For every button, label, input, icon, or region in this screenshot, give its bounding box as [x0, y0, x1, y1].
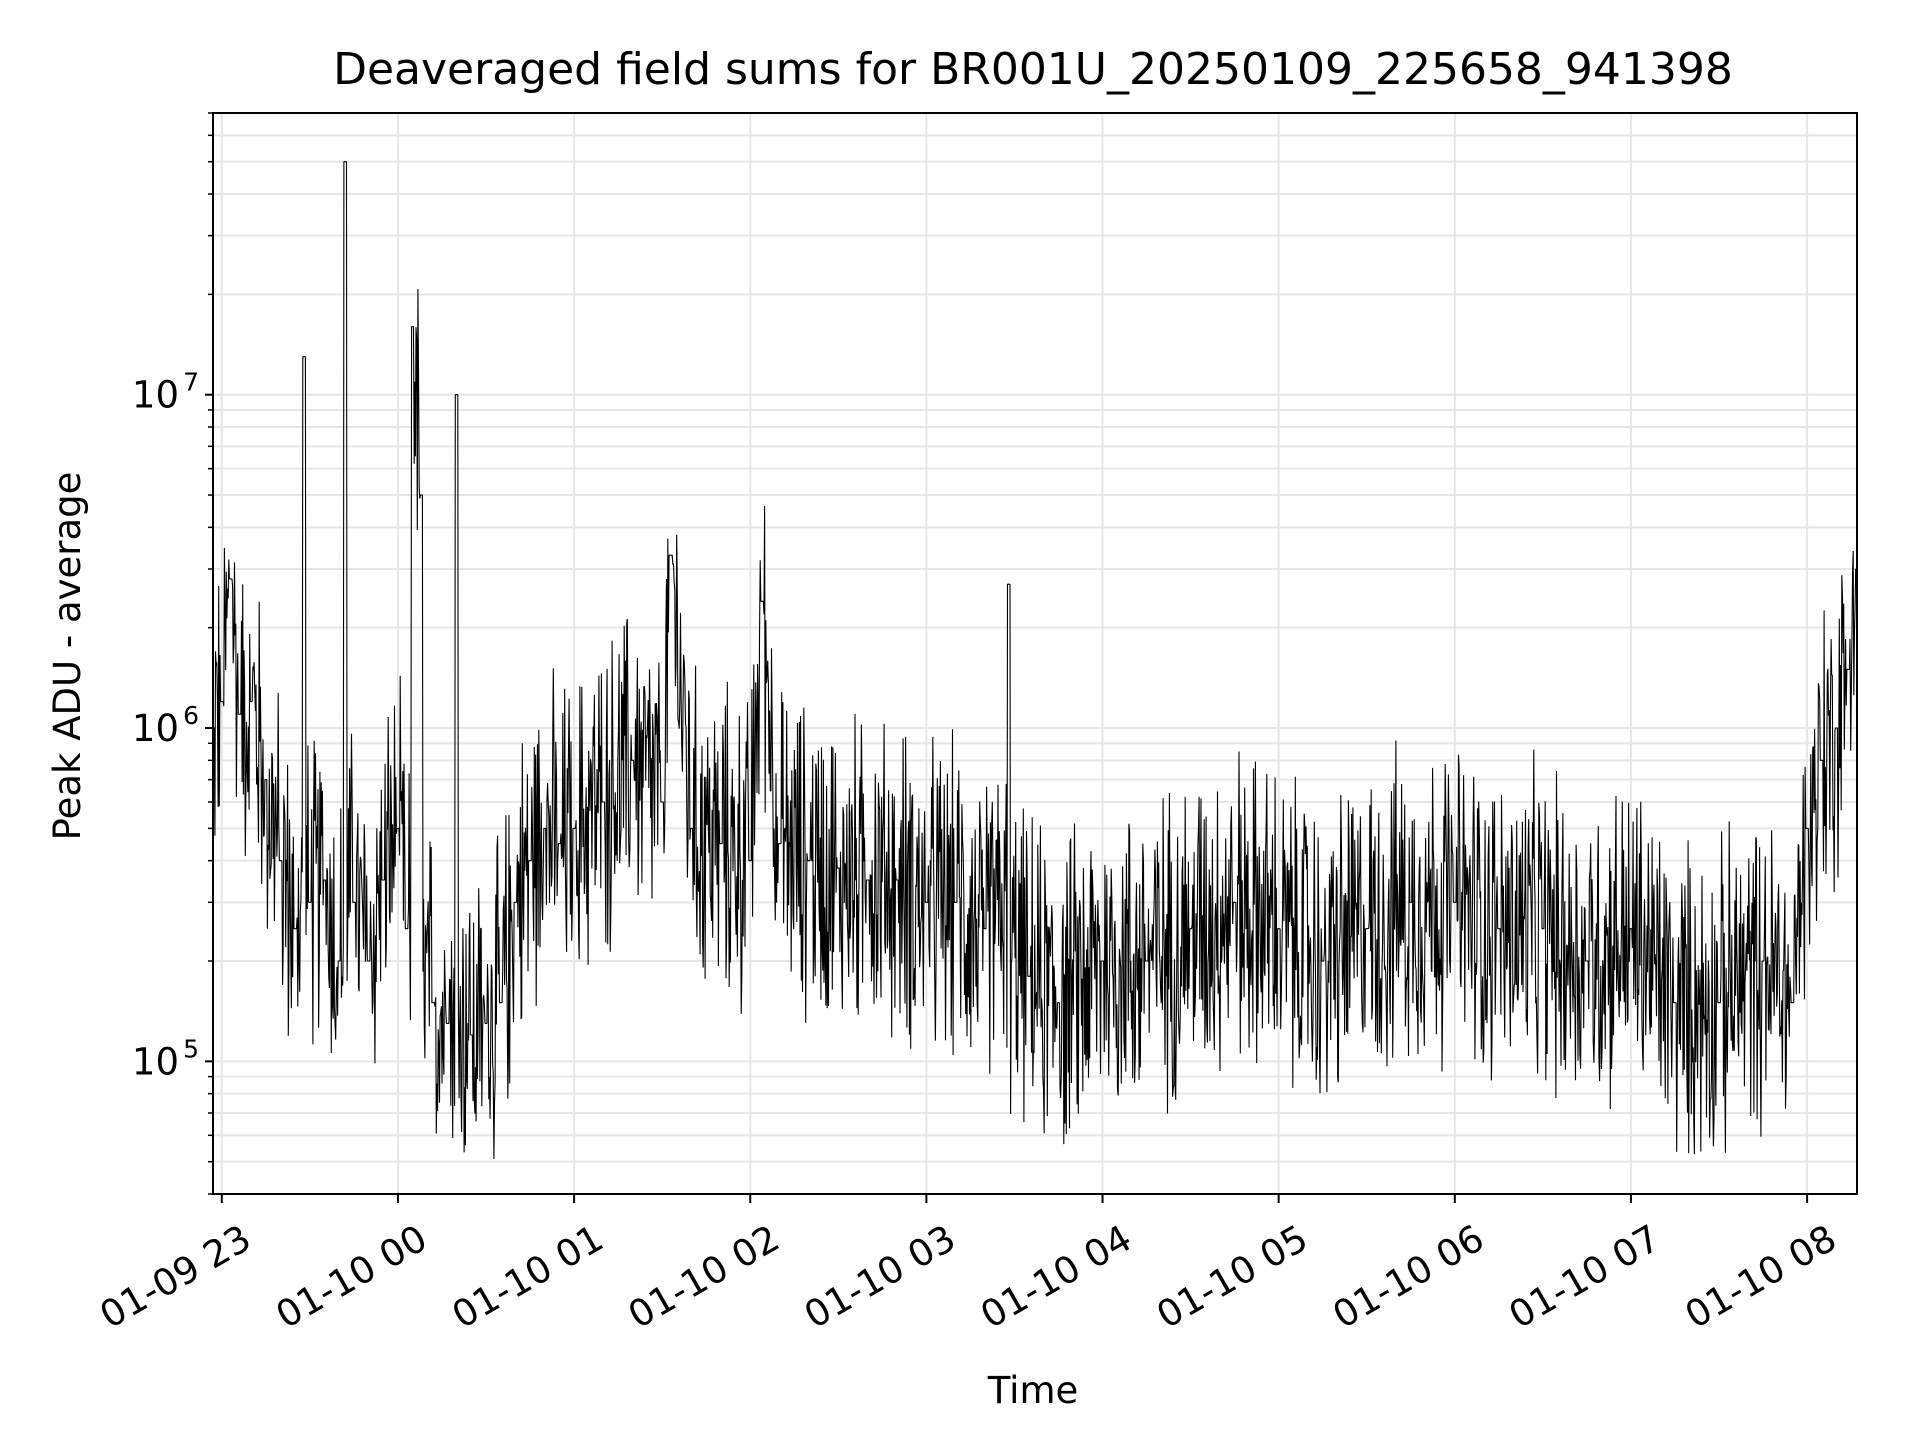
- series-line: [213, 161, 1857, 1160]
- y-tick-label: 10: [132, 707, 179, 750]
- plot-area: [213, 161, 1857, 1160]
- y-axis-minor-ticks: [208, 112, 213, 1195]
- chart-title: Deaveraged field sums for BR001U_2025010…: [333, 44, 1733, 95]
- y-axis-label: Peak ADU - average: [46, 472, 89, 841]
- y-tick-label: 10: [132, 1040, 179, 1083]
- y-tick-exponent: 6: [183, 701, 199, 730]
- y-tick-exponent: 5: [183, 1034, 199, 1063]
- x-axis-label: Time: [987, 1369, 1079, 1412]
- major-gridlines: [213, 113, 1857, 1194]
- minor-gridlines: [213, 112, 1857, 1195]
- y-tick-label: 10: [132, 374, 179, 417]
- y-tick-exponent: 7: [183, 368, 199, 397]
- axes-frame: [212, 112, 1858, 1195]
